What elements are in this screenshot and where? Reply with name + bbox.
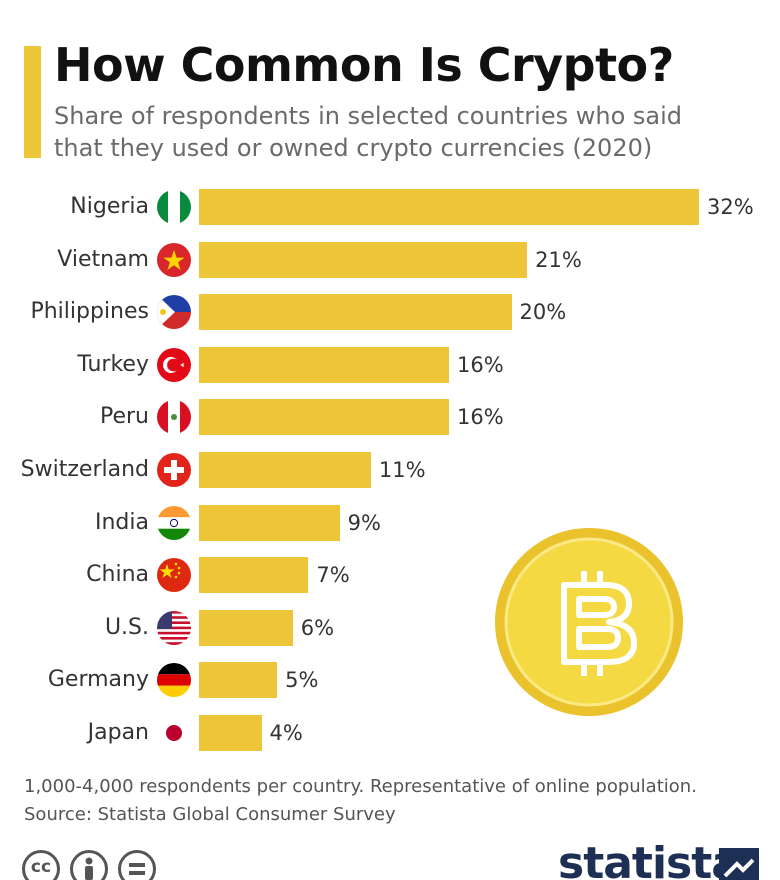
bar-vietnam (199, 241, 528, 278)
value-label-japan: 4% (269, 721, 303, 745)
value-label-turkey: 16% (457, 352, 504, 377)
value-label-china: 7% (316, 563, 350, 588)
category-label-vietnam: Vietnam (57, 246, 149, 272)
bar-turkey (199, 346, 449, 383)
value-label-germany: 5% (285, 668, 319, 693)
value-label-nigeria: 32% (707, 195, 754, 219)
value-label-vietnam: 21% (535, 247, 582, 272)
cc-label: cc (30, 857, 52, 877)
bar-switzerland (199, 452, 371, 488)
turkey-flag (157, 347, 191, 382)
bar-china (199, 557, 309, 594)
value-label-u-s: 6% (300, 615, 335, 640)
statista-logo[interactable]: statista (558, 838, 741, 880)
value-label-switzerland: 11% (378, 458, 426, 482)
cc-icon[interactable]: cc (22, 850, 60, 880)
chart-subtitle: Share of respondents in selected countri… (54, 102, 682, 162)
chart-title: How Common Is Crypto? (54, 38, 674, 92)
category-label-peru: Peru (99, 404, 149, 430)
statista-logo-mark (719, 848, 759, 880)
title-accent-bar (24, 46, 41, 158)
japan-flag (157, 716, 191, 750)
nd-icon[interactable] (118, 850, 156, 880)
germany-flag (157, 663, 191, 698)
india-flag (157, 505, 191, 540)
switzerland-flag (157, 453, 191, 487)
source-note: Source: Statista Global Consumer Survey (24, 804, 396, 825)
china-flag (157, 558, 191, 593)
value-label-philippines: 20% (519, 300, 567, 325)
category-label-germany: Germany (47, 667, 149, 693)
chart-notes: 1,000-4,000 respondents per country. Rep… (24, 773, 697, 829)
value-label-peru: 16% (457, 405, 504, 430)
category-label-india: India (95, 509, 149, 535)
nigeria-flag (157, 190, 191, 224)
category-label-china: China (86, 562, 149, 588)
by-icon[interactable] (70, 850, 108, 880)
category-label-nigeria: Nigeria (70, 194, 149, 219)
peru-flag (157, 400, 191, 435)
bar-india (199, 504, 340, 541)
bar-germany (199, 662, 278, 699)
bar-japan (199, 715, 262, 751)
bar-philippines (199, 294, 512, 331)
category-label-turkey: Turkey (77, 351, 149, 377)
vietnam-flag (157, 242, 191, 277)
methodology-note: 1,000-4,000 respondents per country. Rep… (24, 776, 697, 797)
philippines-flag (157, 295, 191, 330)
bar-nigeria (199, 189, 699, 225)
bar-u-s (199, 609, 293, 646)
bitcoin-icon (495, 528, 683, 716)
category-label-philippines: Philippines (30, 299, 149, 325)
us-flag (157, 610, 191, 645)
value-label-india: 9% (347, 510, 381, 535)
category-label-switzerland: Switzerland (20, 457, 149, 482)
category-label-u-s: U.S. (104, 614, 149, 640)
category-label-japan: Japan (87, 720, 149, 745)
bar-peru (199, 399, 449, 436)
